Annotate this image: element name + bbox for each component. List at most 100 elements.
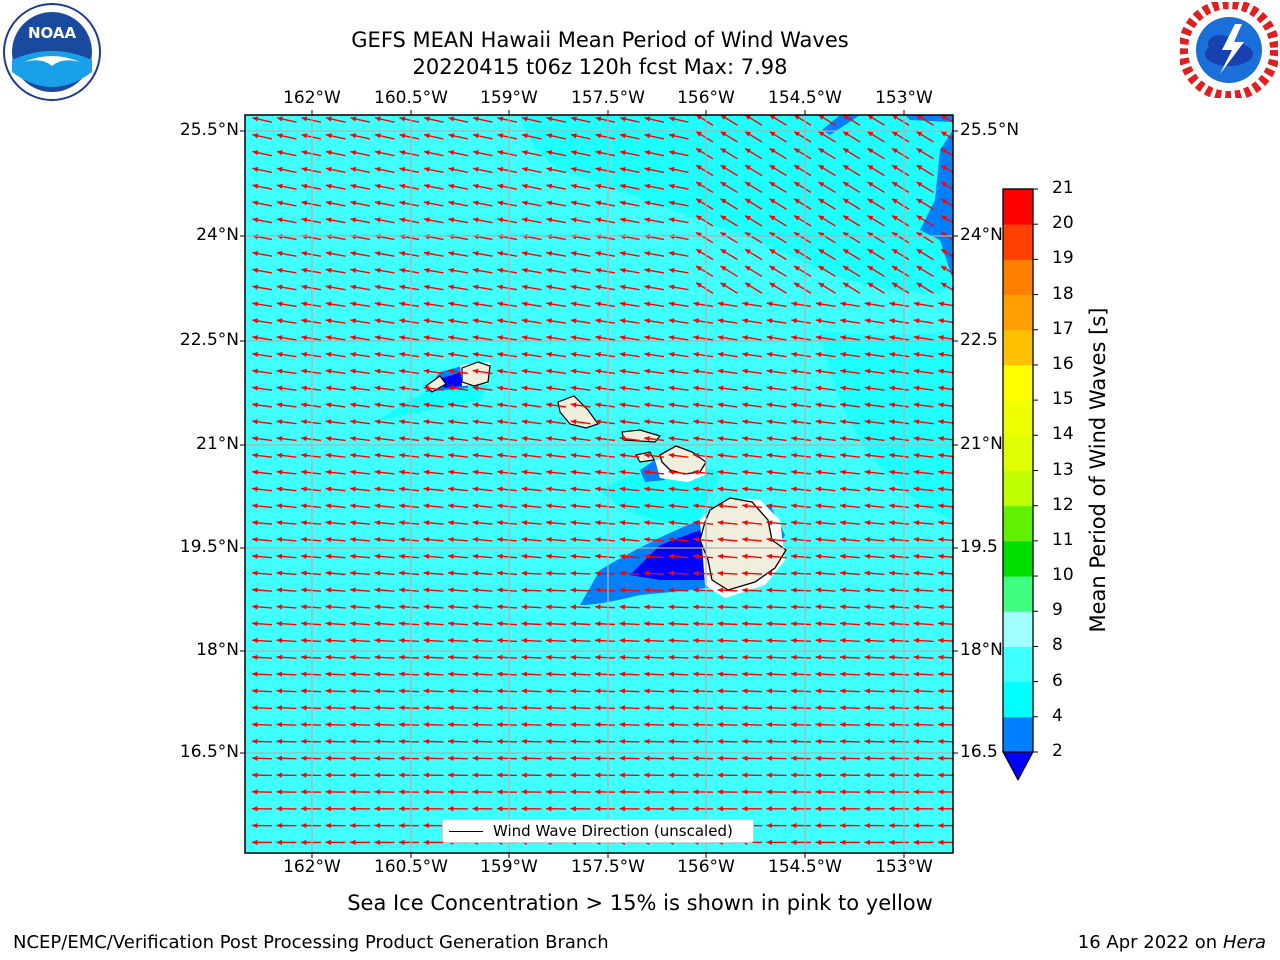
wind-wave-arrow: [423, 419, 444, 425]
wind-wave-arrow: [546, 368, 567, 375]
wind-wave-arrow: [521, 116, 542, 123]
wind-wave-arrow: [644, 486, 665, 492]
wind-wave-arrow: [864, 452, 885, 459]
wind-wave-arrow: [423, 183, 444, 190]
wind-wave-arrow: [276, 452, 297, 459]
wind-wave-arrow: [818, 198, 836, 210]
wind-wave-arrow: [374, 587, 395, 593]
wind-wave-arrow: [521, 503, 542, 509]
wind-wave-arrow: [619, 267, 640, 274]
wind-wave-arrow: [472, 452, 493, 459]
wind-wave-arrow: [595, 385, 616, 391]
wind-wave-arrow: [350, 301, 371, 308]
wind-wave-arrow: [891, 214, 910, 227]
wind-wave-arrow: [497, 419, 518, 425]
wind-wave-arrow: [717, 335, 738, 341]
wind-wave-arrow: [815, 553, 836, 559]
wind-wave-arrow: [891, 147, 910, 160]
wind-wave-arrow: [717, 570, 738, 576]
wind-wave-arrow: [448, 166, 469, 174]
wind-wave-arrow: [741, 570, 763, 576]
wind-wave-arrow: [252, 301, 273, 308]
wind-wave-arrow: [818, 265, 836, 278]
wind-wave-arrow: [472, 570, 493, 576]
wind-wave-arrow: [766, 351, 787, 358]
wind-wave-arrow: [472, 368, 493, 375]
wind-wave-arrow: [448, 301, 469, 308]
wind-wave-arrow: [570, 469, 591, 475]
wind-wave-arrow: [916, 130, 934, 143]
wind-wave-arrow: [350, 503, 371, 509]
wind-wave-arrow: [692, 587, 714, 593]
wind-wave-arrow: [497, 351, 518, 358]
wind-wave-arrow: [644, 318, 665, 324]
wind-wave-arrow: [742, 335, 763, 341]
wind-wave-arrow: [717, 587, 738, 593]
wind-wave-arrow: [301, 166, 322, 174]
wind-wave-arrow: [695, 214, 714, 227]
wind-wave-arrow: [399, 570, 420, 576]
wind-wave-arrow: [913, 452, 934, 459]
wind-wave-arrow: [889, 402, 910, 408]
colorbar-band: [1003, 435, 1033, 471]
wind-wave-arrow: [570, 301, 591, 308]
wind-wave-arrow: [252, 166, 273, 174]
wind-wave-arrow: [276, 385, 297, 391]
wind-wave-arrow: [889, 385, 910, 391]
wind-wave-arrow: [546, 318, 567, 324]
wind-wave-arrow: [644, 200, 665, 207]
wind-wave-arrow: [399, 503, 420, 509]
wind-wave-arrow: [619, 520, 640, 526]
wind-wave-arrow: [889, 604, 910, 610]
wind-wave-arrow: [891, 115, 910, 126]
wind-wave-arrow: [815, 587, 836, 593]
wind-wave-arrow: [521, 251, 542, 257]
sea-ice-note: Sea Ice Concentration > 15% is shown in …: [347, 891, 933, 915]
wind-wave-arrow: [423, 385, 444, 391]
wind-wave-arrow: [913, 536, 934, 543]
wind-wave-arrow: [570, 419, 591, 425]
wind-wave-arrow: [867, 198, 885, 210]
wind-wave-arrow: [793, 147, 812, 160]
wind-wave-arrow: [595, 301, 616, 308]
wind-wave-arrow: [423, 166, 444, 174]
colorbar-tick-label: 10: [1052, 565, 1074, 586]
wind-wave-arrow: [497, 436, 518, 442]
wind-wave-arrow: [276, 469, 297, 475]
wind-wave-arrow: [423, 520, 444, 526]
wind-wave-arrow: [521, 553, 542, 559]
wind-wave-arrow: [325, 553, 346, 559]
wind-wave-arrow: [472, 116, 493, 123]
wind-wave-arrow: [693, 385, 714, 391]
wind-wave-arrow: [423, 553, 444, 559]
wind-wave-arrow: [644, 452, 665, 459]
wind-wave-arrow: [741, 604, 763, 610]
wind-wave-arrow: [644, 503, 665, 509]
wind-wave-arrow: [448, 318, 469, 324]
wind-wave-arrow: [448, 183, 469, 190]
wind-wave-arrow: [399, 536, 420, 543]
wind-wave-arrow: [276, 368, 297, 375]
wind-wave-arrow: [840, 419, 861, 425]
wind-wave-arrow: [423, 503, 444, 509]
wind-wave-arrow: [472, 436, 493, 442]
wind-wave-arrow: [252, 402, 273, 408]
wind-wave-arrow: [472, 301, 493, 308]
wind-wave-arrow: [938, 402, 953, 408]
wind-wave-arrow: [766, 503, 787, 509]
wind-wave-arrow: [938, 503, 953, 509]
wind-wave-arrow: [791, 469, 812, 475]
wind-wave-arrow: [668, 166, 689, 174]
wind-wave-arrow: [325, 419, 346, 425]
wind-wave-arrow: [423, 335, 444, 341]
wind-wave-arrow: [374, 150, 395, 157]
wind-wave-arrow: [399, 436, 420, 442]
wind-wave-arrow: [448, 217, 469, 224]
wind-wave-arrow: [644, 133, 665, 140]
wind-wave-arrow: [570, 604, 591, 610]
wind-wave-arrow: [546, 116, 567, 123]
colorbar-band: [1003, 540, 1033, 577]
wind-wave-arrow: [423, 301, 444, 308]
wind-wave-arrow: [472, 351, 493, 358]
wind-wave-arrow: [766, 385, 787, 391]
